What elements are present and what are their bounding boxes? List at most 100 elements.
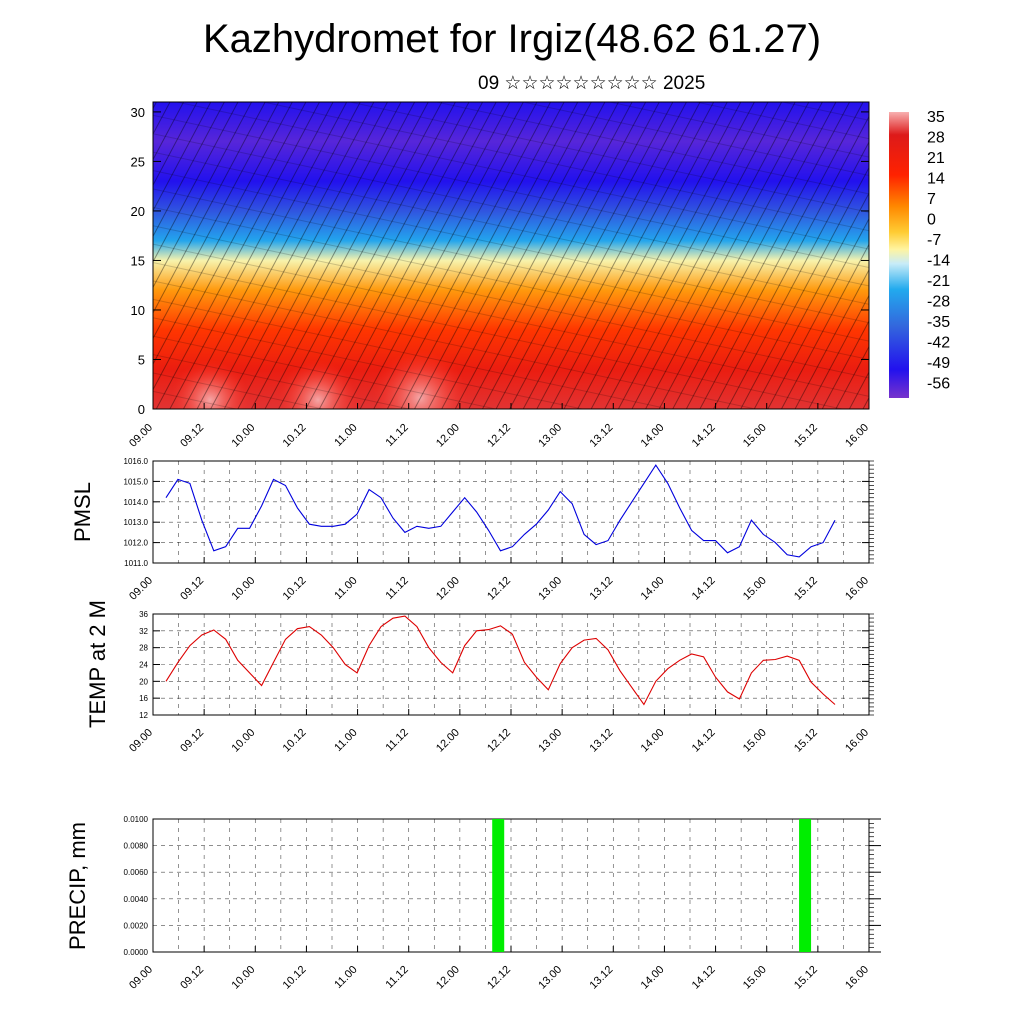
series-line [165, 464, 836, 558]
x-tick-label: 15.00 [741, 575, 769, 603]
x-tick-label: 11.12 [383, 727, 410, 754]
colorbar-label: 14 [927, 171, 945, 188]
colorbar-label: -21 [927, 273, 950, 290]
y-tick-label: 20 [139, 677, 148, 686]
x-tick-label: 09.00 [127, 964, 155, 992]
y-tick-label: 0.0040 [124, 895, 149, 904]
precip-panel: 0.0000 0.0020 0.0040 0.0060 0.0080 0.0100 09.0… [65, 815, 881, 992]
x-tick-label: 15.00 [741, 964, 769, 992]
y-tick-label: 0 [138, 402, 145, 417]
colorbar-label: 0 [927, 212, 936, 229]
x-tick-label: 14.00 [639, 727, 667, 755]
y-tick-label: 1014.0 [124, 498, 149, 507]
y-tick-label: 1012.0 [124, 539, 149, 548]
colorbar-label: -28 [927, 294, 950, 311]
pmsl-axes: 1011.0 1012.0 1013.0 1014.0 1015.0 1016.0 09.0… [124, 457, 874, 603]
x-tick-label: 14.12 [690, 422, 718, 450]
y-tick-label: 0.0020 [124, 921, 149, 930]
x-tick-label: 09.12 [178, 727, 206, 755]
series-line [165, 615, 836, 706]
x-tick-label: 09.00 [127, 727, 155, 755]
x-tick-label: 12.00 [434, 964, 462, 992]
colorbar: 35 28 21 14 7 0 -7 -14 -21 -28 -35 -42 -49 -56 [889, 109, 950, 398]
x-tick-label: 13.12 [587, 727, 615, 755]
y-tick-label: 16 [139, 694, 148, 703]
x-tick-label: 12.12 [485, 422, 513, 450]
x-tick-label: 15.12 [792, 575, 820, 603]
x-tick-label: 11.12 [383, 964, 410, 991]
pmsl-ylabel: PMSL [70, 482, 95, 542]
x-tick-label: 09.12 [178, 575, 206, 603]
x-tick-label: 13.00 [536, 727, 564, 755]
precip-axes: 0.0000 0.0020 0.0040 0.0060 0.0080 0.0100 09.0… [124, 815, 881, 992]
x-tick-label: 13.12 [587, 964, 615, 992]
x-tick-label: 09.12 [178, 422, 206, 450]
x-tick-label: 13.12 [587, 575, 615, 603]
temp-axes: 12 16 20 24 28 32 36 09.00 09.12 10.00 10.12 11.00 1… [127, 610, 874, 755]
x-tick-label: 12.00 [434, 727, 462, 755]
precip-ylabel: PRECIP, mm [65, 822, 90, 950]
x-tick-label: 11.00 [332, 727, 359, 754]
x-tick-label: 10.00 [229, 575, 257, 603]
y-tick-label: 12 [139, 711, 148, 720]
y-tick-label: 1015.0 [124, 477, 149, 486]
x-tick-label: 11.00 [332, 964, 359, 991]
x-tick-label: 16.00 [843, 575, 871, 603]
colorbar-label: -14 [927, 253, 950, 270]
x-tick-label: 11.00 [332, 422, 359, 449]
x-tick-label: 16.00 [843, 422, 871, 450]
x-tick-label: 09.00 [127, 422, 155, 450]
x-tick-label: 14.12 [690, 727, 718, 755]
x-tick-label: 16.00 [843, 964, 871, 992]
x-tick-label: 14.12 [690, 964, 718, 992]
heatmap-panel: 0 5 10 15 20 25 30 09.00 09.12 10.00 10.12 11.00 11.… [127, 101, 871, 450]
x-tick-label: 15.00 [741, 422, 769, 450]
colorbar-label: 7 [927, 191, 936, 208]
y-tick-label: 1016.0 [124, 457, 149, 466]
x-tick-label: 10.12 [281, 727, 309, 755]
wind-barbs-secondary [153, 102, 869, 409]
colorbar-labels: 35 28 21 14 7 0 -7 -14 -21 -28 -35 -42 -49 -56 [927, 109, 950, 393]
y-tick-label: 1011.0 [124, 559, 148, 568]
y-tick-label: 15 [131, 253, 145, 268]
y-tick-label: 5 [138, 352, 145, 367]
x-tick-label: 10.12 [281, 575, 309, 603]
y-tick-label: 0.0080 [124, 842, 149, 851]
x-tick-label: 11.12 [383, 422, 410, 449]
y-tick-label: 0.0000 [124, 948, 149, 957]
precip-bar [492, 819, 505, 952]
x-tick-label: 12.00 [434, 422, 462, 450]
x-tick-label: 10.00 [229, 964, 257, 992]
x-tick-label: 12.12 [485, 964, 513, 992]
x-tick-label: 13.00 [536, 422, 564, 450]
x-tick-label: 14.00 [639, 575, 667, 603]
x-tick-label: 15.12 [792, 727, 820, 755]
temp-ylabel: TEMP at 2 M [85, 600, 110, 728]
x-tick-label: 09.00 [127, 575, 155, 603]
colorbar-label: -56 [927, 376, 950, 393]
x-tick-label: 12.12 [485, 575, 513, 603]
colorbar-label: -42 [927, 335, 950, 352]
x-tick-label: 14.12 [690, 575, 718, 603]
page-title: Kazhydromet for Irgiz(48.62 61.27) [202, 17, 822, 61]
x-tick-label: 15.00 [741, 727, 769, 755]
colorbar-label: -35 [927, 314, 950, 331]
x-tick-label: 10.00 [229, 422, 257, 450]
y-tick-label: 0.0060 [124, 868, 149, 877]
colorbar-label: 21 [927, 150, 945, 167]
x-tick-label: 16.00 [843, 727, 871, 755]
colorbar-label: -7 [927, 232, 941, 249]
x-tick-label: 13.12 [587, 422, 615, 450]
colorbar-label: -49 [927, 355, 950, 372]
y-tick-label: 36 [139, 610, 148, 619]
x-tick-label: 15.12 [792, 422, 820, 450]
x-tick-label: 13.00 [536, 964, 564, 992]
y-tick-label: 25 [131, 154, 145, 169]
x-tick-label: 10.12 [281, 964, 309, 992]
y-tick-label: 28 [139, 644, 148, 653]
colorbar-label: 28 [927, 130, 945, 147]
x-tick-label: 14.00 [639, 964, 667, 992]
x-tick-label: 13.00 [536, 575, 564, 603]
colorbar-gradient [889, 112, 909, 398]
